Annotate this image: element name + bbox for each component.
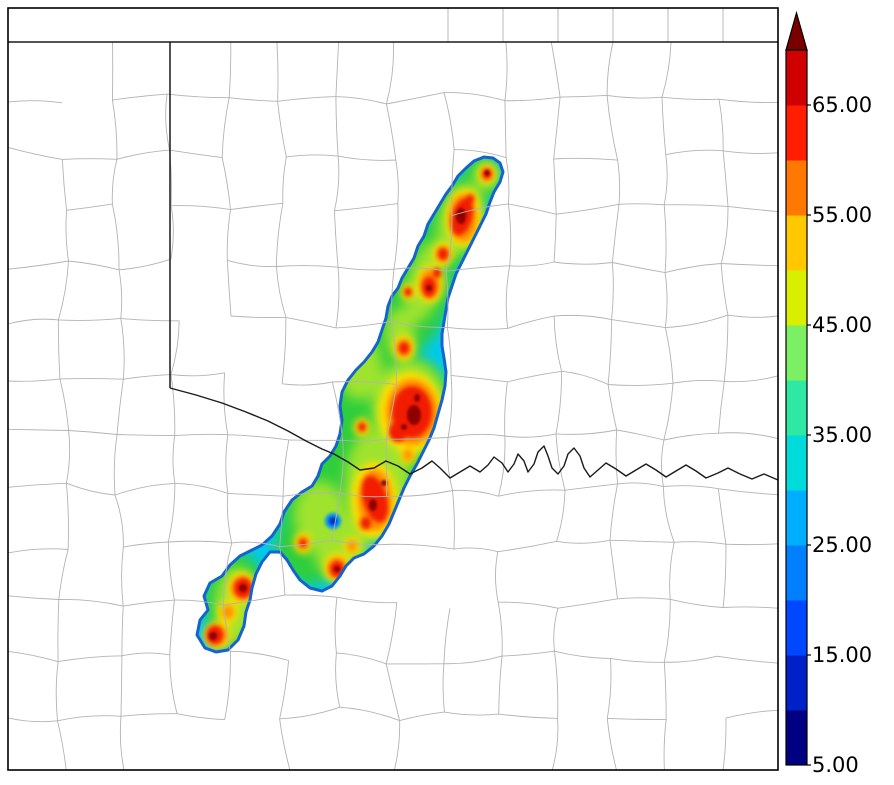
colorbar-segment <box>786 600 807 656</box>
county-boundaries <box>7 8 779 771</box>
colorbar-tick-label-25: 25.00 <box>812 533 872 557</box>
colorbar-segment <box>786 545 807 601</box>
blob-maroon <box>209 632 217 640</box>
swath-outline <box>195 155 505 654</box>
county-lines <box>7 8 779 771</box>
colorbar-tick-label-15: 15.00 <box>812 643 872 667</box>
blob-red <box>358 423 366 431</box>
blob-red <box>404 288 412 296</box>
colorbar-tick-label-5: 5.00 <box>812 753 859 777</box>
blob-maroon <box>407 405 421 425</box>
blob-red <box>433 268 441 278</box>
colorbar-segment <box>786 435 807 491</box>
colorbar-segment <box>786 160 807 216</box>
colorbar-over-arrow <box>785 10 808 51</box>
blob-maroon <box>381 480 387 486</box>
blob-red <box>361 517 371 529</box>
blob-orange <box>347 540 357 552</box>
colorbar-segment <box>786 50 807 106</box>
colorbar-tick-label-35: 35.00 <box>812 423 872 447</box>
blob-red <box>361 475 389 523</box>
blob-maroon <box>369 499 377 511</box>
blob-maroon <box>239 584 247 592</box>
state-border-red-river <box>169 387 779 481</box>
reflectivity-swath <box>195 155 505 654</box>
colorbar-segment <box>786 270 807 326</box>
colorbar-tick-label-45: 45.00 <box>812 313 872 337</box>
blob-red <box>466 195 474 203</box>
colorbar-labels: 65.00 55.00 45.00 35.00 25.00 15.00 5.00 <box>812 93 872 777</box>
colorbar-segment <box>786 710 807 766</box>
map-frame <box>7 7 779 771</box>
blob-maroon <box>334 566 340 572</box>
blob-maroon <box>426 285 432 291</box>
blob-orange <box>403 449 413 461</box>
swath-fill-group <box>197 157 503 652</box>
blob-red <box>299 539 307 547</box>
blob-red <box>399 342 409 354</box>
blob-red <box>438 248 448 260</box>
colorbar-segment <box>786 325 807 381</box>
colorbar-segment <box>786 380 807 436</box>
colorbar-segment <box>786 105 807 161</box>
blob-maroon <box>484 170 490 176</box>
colorbar-segment <box>786 215 807 271</box>
colorbar <box>785 10 811 766</box>
colorbar-segment <box>786 655 807 711</box>
state-borders <box>8 41 779 481</box>
colorbar-border <box>785 49 808 766</box>
blob-maroon <box>414 394 420 402</box>
blob-maroon <box>401 424 407 430</box>
colorbar-segment <box>786 490 807 546</box>
colorbar-tick-label-65: 65.00 <box>812 93 872 117</box>
blob-maroon <box>456 208 466 224</box>
colorbar-tick-label-55: 55.00 <box>812 203 872 227</box>
